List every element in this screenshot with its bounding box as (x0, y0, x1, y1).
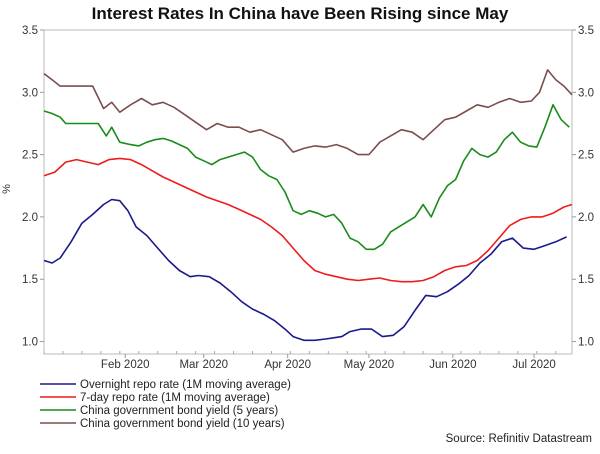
y-tick-label-left: 3.5 (22, 25, 38, 37)
x-ticks: Feb 2020 Mar 2020 Apr 2020 May 2020 Jun 2020… (43, 351, 557, 371)
y-tick-label-left: 1.5 (22, 274, 38, 286)
y-tick-label-left: 2.5 (22, 150, 38, 162)
series-lines (43, 69, 573, 342)
y-ticks-right: 1.0 1.5 2.0 2.5 3.0 3.5 (572, 25, 594, 349)
x-tick-label: May 2020 (344, 359, 395, 371)
series-line-3 (43, 104, 570, 251)
series-line-1 (43, 198, 567, 342)
x-tick-label: Feb 2020 (101, 359, 150, 371)
source-note: Source: Refinitiv Datastream (446, 433, 592, 445)
legend-label-3: China government bond yield (5 years) (80, 405, 278, 417)
y-tick-label-right: 1.0 (578, 337, 594, 349)
legend-label-1: Overnight repo rate (1M moving average) (80, 379, 291, 391)
chart-title: Interest Rates In China have Been Rising… (92, 4, 509, 23)
y-axis-label: % (1, 184, 13, 194)
y-tick-label-right: 2.0 (578, 212, 594, 224)
y-tick-label-right: 3.5 (578, 25, 594, 37)
legend: Overnight repo rate (1M moving average)7… (40, 379, 291, 430)
y-ticks-left: 1.0 1.5 2.0 2.5 3.0 3.5 (22, 25, 44, 349)
plot-frame (43, 29, 573, 355)
legend-label-4: China government bond yield (10 years) (80, 418, 285, 430)
x-tick-label: Jul 2020 (512, 359, 555, 371)
y-tick-label-right: 3.0 (578, 87, 594, 99)
y-tick-label-left: 1.0 (22, 337, 38, 349)
y-tick-label-left: 2.0 (22, 212, 38, 224)
y-tick-label-left: 3.0 (22, 87, 38, 99)
y-tick-label-right: 1.5 (578, 274, 594, 286)
legend-label-2: 7-day repo rate (1M moving average) (80, 392, 270, 404)
x-tick-label: Mar 2020 (179, 359, 228, 371)
series-line-4 (43, 69, 573, 156)
series-line-2 (43, 157, 573, 283)
x-tick-label: Apr 2020 (264, 359, 311, 371)
y-tick-label-right: 2.5 (578, 150, 594, 162)
x-tick-label: Jun 2020 (429, 359, 476, 371)
